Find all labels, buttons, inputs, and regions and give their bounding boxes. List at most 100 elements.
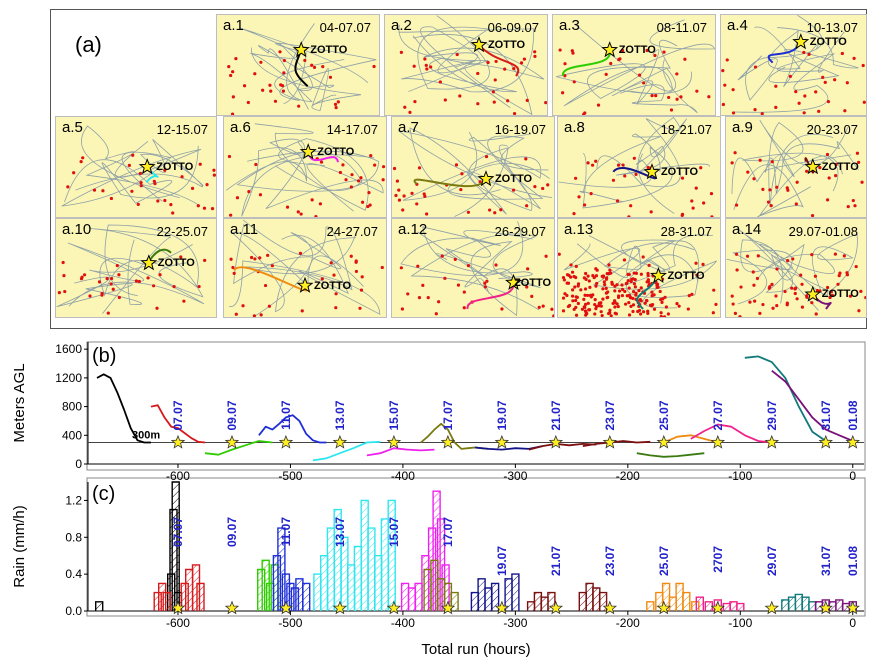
map-drawing: [61, 125, 216, 215]
map-border-line: [611, 49, 677, 105]
fire-dot: [810, 253, 814, 257]
fire-dot: [604, 72, 608, 76]
fire-dot: [453, 257, 457, 261]
fire-dot: [755, 276, 760, 281]
fire-dot: [620, 48, 625, 53]
fire-dot: [590, 163, 595, 167]
fire-dot: [196, 204, 200, 208]
fire-dot: [818, 165, 822, 170]
fire-dot: [770, 282, 774, 286]
zotto-star-icon: [292, 41, 310, 58]
station-label: ZOTTO: [317, 146, 355, 158]
station-star-icon: [764, 600, 780, 615]
station-star-icon: [710, 600, 726, 615]
fire-dot: [625, 294, 629, 298]
fire-dot: [550, 307, 554, 311]
zotto-star-icon: [792, 33, 810, 50]
fire-dot: [572, 274, 576, 279]
fire-dot: [563, 292, 567, 296]
fire-dot: [606, 290, 610, 294]
fire-dot: [92, 188, 97, 192]
fire-dot: [484, 154, 489, 159]
date-label: 23.07: [603, 546, 617, 576]
map-label: a.9: [732, 119, 753, 136]
fire-dot: [268, 83, 272, 87]
fire-dot: [152, 179, 156, 183]
trajectory-map: a.14 29.07-01.08 ZOTTO: [725, 218, 867, 318]
fire-dot: [246, 100, 250, 105]
fire-dot: [263, 283, 268, 288]
map-border-line: [582, 118, 688, 209]
map-drawing: [721, 15, 866, 115]
station-star-icon: [845, 434, 860, 449]
fire-dot: [310, 198, 314, 202]
trajectory-map: a.4 10-13.07 ZOTTO: [720, 14, 867, 116]
fire-dot: [707, 95, 711, 99]
x-tick-label: -600: [166, 616, 190, 630]
fire-dot: [774, 84, 778, 88]
fire-dot: [615, 199, 620, 203]
date-label: 13.07: [333, 517, 347, 547]
zotto-star-icon: [140, 254, 158, 271]
fire-dot: [860, 180, 864, 184]
fire-dot: [805, 169, 809, 173]
fire-dot: [629, 304, 633, 308]
map-drawing: [730, 120, 864, 217]
fire-dot: [639, 299, 643, 303]
fire-dot: [712, 288, 716, 292]
station-label: ZOTTO: [660, 166, 699, 178]
fire-dot: [588, 293, 592, 297]
fire-dot: [607, 263, 611, 267]
fire-dot: [62, 274, 66, 278]
fire-dot: [570, 49, 574, 53]
map-border-line: [759, 120, 859, 177]
map-border-line: [412, 26, 517, 109]
fire-dot: [606, 311, 611, 316]
fire-dot: [594, 159, 598, 163]
station-star-icon: [818, 434, 833, 449]
fire-dot: [694, 261, 698, 265]
fire-dot: [579, 288, 583, 292]
fire-dot: [595, 268, 599, 272]
map-drawing: [56, 224, 207, 315]
fire-dot: [569, 263, 573, 267]
fire-dot: [659, 311, 663, 315]
fire-dot: [334, 292, 338, 296]
fire-dot: [576, 301, 580, 306]
fire-dot: [456, 283, 461, 287]
map-border-line: [233, 223, 342, 317]
fire-dot: [634, 291, 638, 295]
fire-dot: [344, 178, 348, 182]
fire-dot: [438, 80, 442, 84]
x-tick-label: -100: [728, 616, 752, 630]
fire-dot: [613, 311, 617, 315]
fire-dot: [558, 252, 561, 256]
fire-dot: [731, 88, 735, 92]
station-star-icon: [494, 434, 510, 449]
map-label: a.12: [398, 221, 428, 238]
map-border-line: [67, 242, 205, 307]
fire-dot: [794, 90, 798, 94]
rain-series-bars: [423, 559, 459, 611]
fire-dot: [627, 215, 631, 217]
fire-dot: [279, 83, 283, 87]
fire-dot: [416, 264, 420, 268]
fire-dot: [356, 179, 361, 183]
fire-dot: [587, 308, 592, 312]
fire-dot: [817, 109, 821, 113]
fire-dot: [650, 290, 654, 294]
fire-dot: [739, 285, 743, 289]
fire-dot: [574, 176, 578, 180]
fire-dot: [646, 165, 650, 170]
fire-dot: [476, 71, 480, 76]
fire-dot: [652, 293, 656, 297]
fire-dot: [500, 307, 504, 311]
rain-series-bars: [526, 591, 556, 611]
fire-dot: [584, 277, 588, 281]
map-border-line: [731, 154, 852, 195]
fire-dot: [179, 255, 183, 259]
fire-dot: [601, 287, 605, 291]
height-series-line: [366, 447, 435, 457]
fire-dot: [314, 215, 318, 217]
fire-dot: [561, 309, 566, 313]
